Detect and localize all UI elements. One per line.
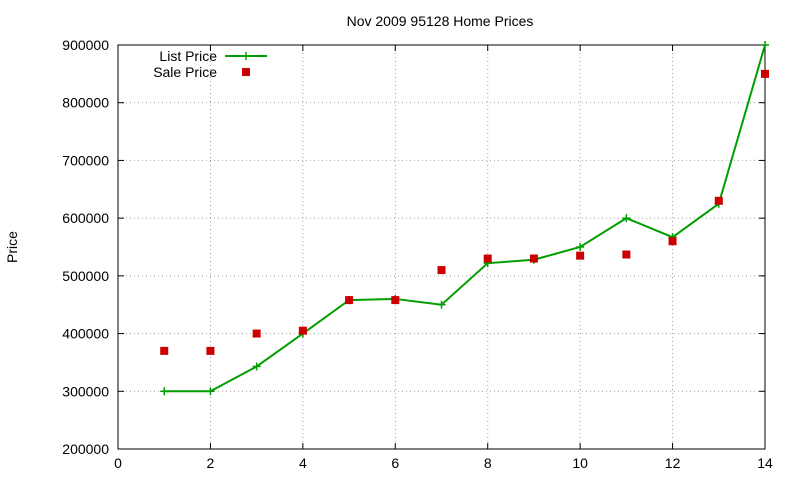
chart-title: Nov 2009 95128 Home Prices xyxy=(347,13,534,29)
sale-price-point xyxy=(483,254,492,263)
sale-price-point xyxy=(622,250,631,259)
x-tick-label: 6 xyxy=(391,455,399,471)
sale-price-point xyxy=(298,326,307,335)
y-tick-label: 200000 xyxy=(62,441,109,457)
sale-price-point xyxy=(714,196,723,205)
y-tick-label: 300000 xyxy=(62,383,109,399)
legend-marker-list-price xyxy=(242,52,250,60)
sale-price-point xyxy=(529,254,538,263)
sale-price-point xyxy=(761,69,769,78)
list-price-point xyxy=(252,362,261,371)
sale-price-point xyxy=(668,237,677,246)
y-tick-label: 400000 xyxy=(62,326,109,342)
x-tick-label: 12 xyxy=(665,455,681,471)
sale-price-point xyxy=(252,329,261,338)
list-price-point xyxy=(437,300,446,309)
axis-ticks: 0 2 4 6 8 10 12 14 200000 300000 400000 500000 60000… xyxy=(62,37,773,471)
y-tick-label: 500000 xyxy=(62,268,109,284)
y-tick-label: 700000 xyxy=(62,152,109,168)
sale-price-point xyxy=(160,346,169,355)
plot-frame xyxy=(117,44,766,450)
sale-price-point xyxy=(576,251,585,260)
list-price-line xyxy=(164,44,766,393)
x-tick-label: 0 xyxy=(114,455,122,471)
legend-label-list-price: List Price xyxy=(159,48,217,64)
x-tick-label: 10 xyxy=(572,455,588,471)
x-tick-label: 2 xyxy=(207,455,215,471)
list-price-point xyxy=(622,214,631,223)
sale-price-point xyxy=(206,346,215,355)
list-price-point xyxy=(206,387,215,396)
y-tick-label: 600000 xyxy=(62,210,109,226)
list-price-point xyxy=(160,387,169,396)
list-price-point xyxy=(576,243,585,251)
sale-price-point xyxy=(345,296,354,305)
x-tick-label: 14 xyxy=(757,455,773,471)
legend-label-sale-price: Sale Price xyxy=(153,64,217,80)
y-tick-label: 900000 xyxy=(62,37,109,53)
series-layer xyxy=(160,41,769,396)
list-price-series xyxy=(160,41,769,396)
sale-price-series xyxy=(160,69,769,355)
y-tick-label: 800000 xyxy=(62,95,109,111)
legend-marker-sale-price xyxy=(242,68,250,76)
grid xyxy=(118,45,765,449)
x-tick-label: 8 xyxy=(484,455,492,471)
sale-price-point xyxy=(391,296,400,305)
sale-price-point xyxy=(437,266,446,275)
y-axis-label: Price xyxy=(4,231,20,263)
list-price-point xyxy=(761,41,769,49)
x-tick-label: 4 xyxy=(299,455,307,471)
